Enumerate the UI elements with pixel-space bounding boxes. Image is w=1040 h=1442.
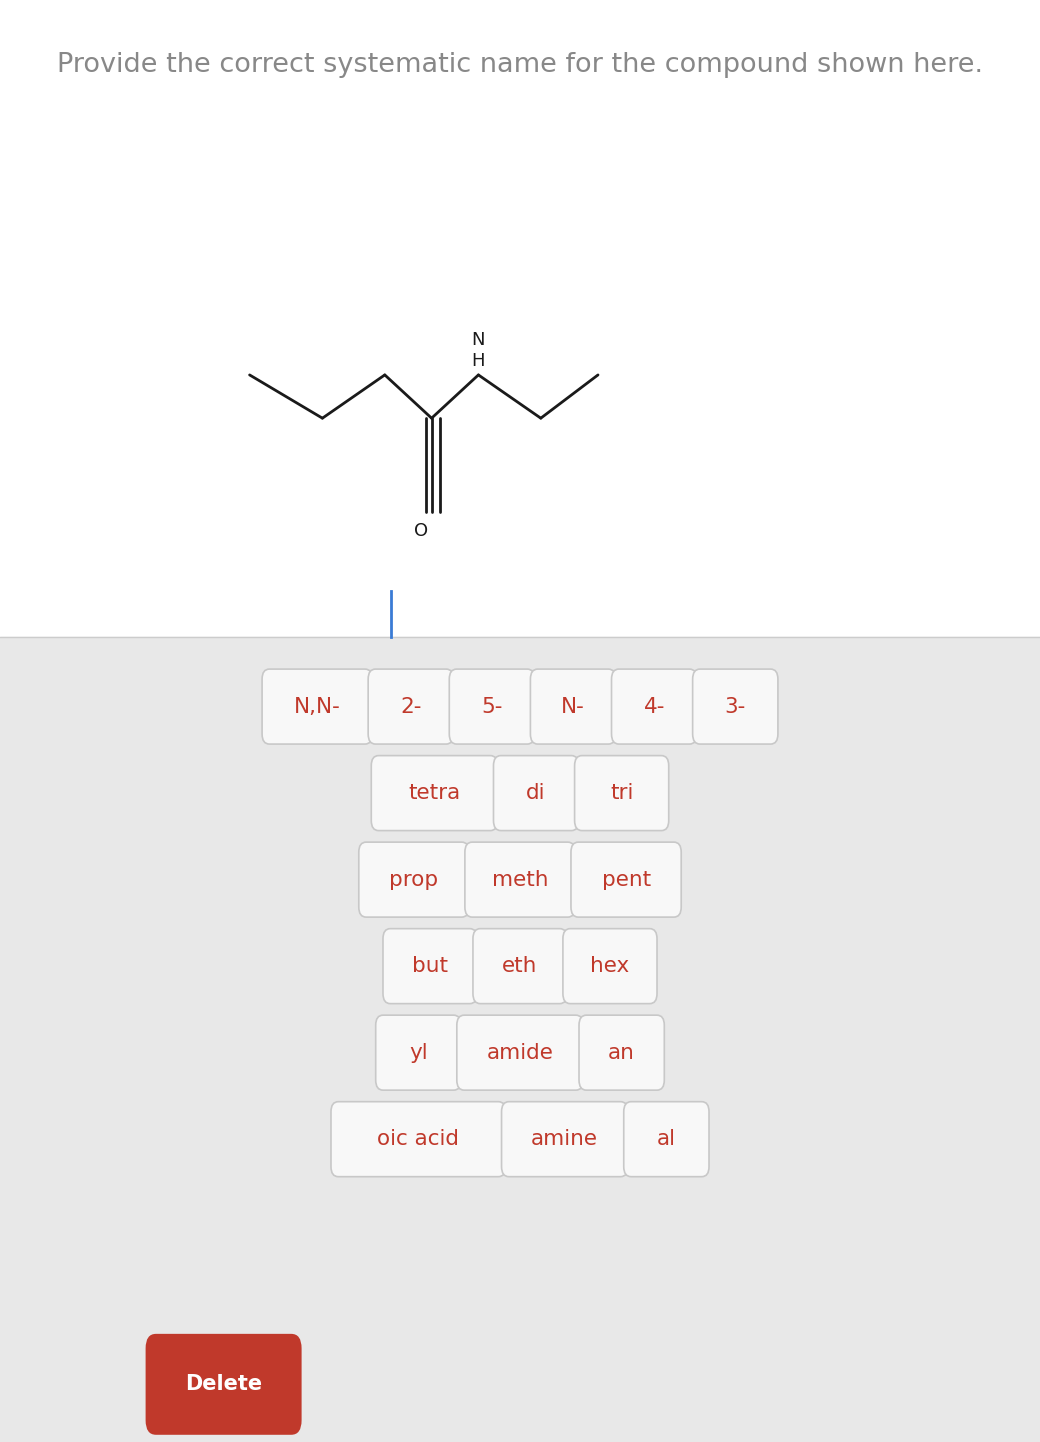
FancyBboxPatch shape xyxy=(473,929,567,1004)
Text: pent: pent xyxy=(601,870,651,890)
Text: oic acid: oic acid xyxy=(378,1129,460,1149)
FancyBboxPatch shape xyxy=(563,929,657,1004)
Text: 4-: 4- xyxy=(644,696,665,717)
FancyBboxPatch shape xyxy=(575,756,669,831)
FancyBboxPatch shape xyxy=(579,1015,665,1090)
Text: N: N xyxy=(472,332,485,349)
FancyBboxPatch shape xyxy=(612,669,697,744)
Text: eth: eth xyxy=(502,956,538,976)
Text: tri: tri xyxy=(610,783,633,803)
FancyBboxPatch shape xyxy=(571,842,681,917)
FancyBboxPatch shape xyxy=(262,669,372,744)
Text: amine: amine xyxy=(531,1129,598,1149)
Text: H: H xyxy=(472,352,485,369)
Text: di: di xyxy=(526,783,546,803)
Text: O: O xyxy=(414,522,428,539)
FancyBboxPatch shape xyxy=(693,669,778,744)
FancyBboxPatch shape xyxy=(624,1102,709,1177)
Text: amide: amide xyxy=(487,1043,553,1063)
Text: Delete: Delete xyxy=(185,1374,262,1394)
FancyBboxPatch shape xyxy=(383,929,477,1004)
Text: 5-: 5- xyxy=(482,696,502,717)
Text: Provide the correct systematic name for the compound shown here.: Provide the correct systematic name for … xyxy=(57,52,983,78)
FancyBboxPatch shape xyxy=(359,842,469,917)
FancyBboxPatch shape xyxy=(371,756,498,831)
Bar xyxy=(0,637,1040,1442)
Text: 3-: 3- xyxy=(725,696,746,717)
FancyBboxPatch shape xyxy=(368,669,453,744)
FancyBboxPatch shape xyxy=(493,756,578,831)
Bar xyxy=(0,0,1040,637)
Text: meth: meth xyxy=(492,870,548,890)
Text: an: an xyxy=(608,1043,635,1063)
FancyBboxPatch shape xyxy=(501,1102,628,1177)
Text: yl: yl xyxy=(409,1043,427,1063)
Text: 2-: 2- xyxy=(400,696,421,717)
FancyBboxPatch shape xyxy=(331,1102,505,1177)
Text: al: al xyxy=(657,1129,676,1149)
FancyBboxPatch shape xyxy=(465,842,575,917)
Text: N,N-: N,N- xyxy=(294,696,340,717)
FancyBboxPatch shape xyxy=(457,1015,583,1090)
FancyBboxPatch shape xyxy=(530,669,616,744)
FancyBboxPatch shape xyxy=(375,1015,461,1090)
Text: prop: prop xyxy=(389,870,439,890)
FancyBboxPatch shape xyxy=(146,1334,302,1435)
Text: tetra: tetra xyxy=(409,783,461,803)
Text: but: but xyxy=(412,956,448,976)
Text: hex: hex xyxy=(591,956,629,976)
Text: N-: N- xyxy=(562,696,584,717)
FancyBboxPatch shape xyxy=(449,669,535,744)
